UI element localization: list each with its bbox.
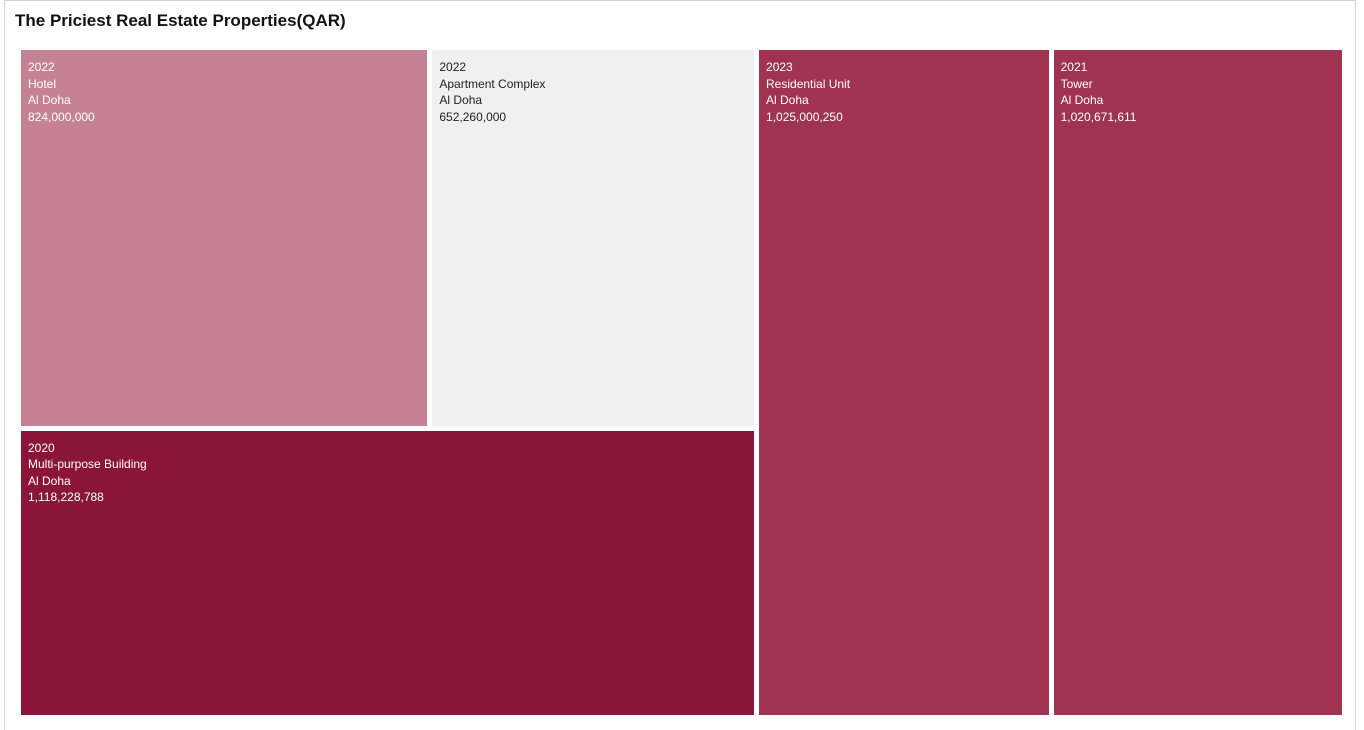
tile-year-label: 2023: [766, 60, 793, 74]
chart-frame: [4, 0, 1356, 730]
tile-location-label: Al Doha: [28, 93, 71, 107]
tile-value-label: 1,118,228,788: [28, 490, 104, 505]
tile-location-label: Al Doha: [28, 473, 71, 488]
tile-value-label: 1,025,000,250: [766, 109, 843, 124]
tile-location-label: Al Doha: [1060, 93, 1104, 107]
tile-type-label: Multi-purpose Building: [28, 457, 147, 472]
tile-apartment-complex[interactable]: 2022 Apartment Complex Al Doha 652,260,000: [432, 50, 755, 426]
tile-year-label: 2020: [28, 440, 55, 455]
tile-value-label: 1,020,671,611: [1060, 109, 1137, 124]
tile-year-label: 2022: [28, 60, 55, 74]
tile-type-label: Hotel: [28, 76, 57, 91]
tile-type-label: Residential Unit: [766, 76, 851, 91]
tile-value-label: 824,000,000: [28, 109, 95, 124]
tile-hotel[interactable]: 2022 Hotel Al Doha 824,000,000: [21, 50, 428, 426]
tile-multi-purpose-building[interactable]: 2020 Multi-purpose Building Al Doha 1,118,2…: [21, 430, 755, 715]
tile-value-label: 652,260,000: [439, 109, 507, 124]
tile-year-label: 2021: [1060, 60, 1088, 74]
tile-location-label: Al Doha: [766, 93, 809, 107]
tile-location-label: Al Doha: [439, 93, 483, 107]
tile-type-label: Apartment Complex: [439, 76, 546, 91]
tile-year-label: 2022: [439, 60, 467, 74]
tile-residential-unit[interactable]: 2023 Residential Unit Al Doha 1,025,000,250: [759, 50, 1049, 715]
tile-type-label: Tower: [1060, 76, 1093, 91]
chart-title: The Priciest Real Estate Properties(QAR): [15, 11, 346, 30]
tile-tower[interactable]: 2021 Tower Al Doha 1,020,671,611: [1053, 50, 1342, 715]
